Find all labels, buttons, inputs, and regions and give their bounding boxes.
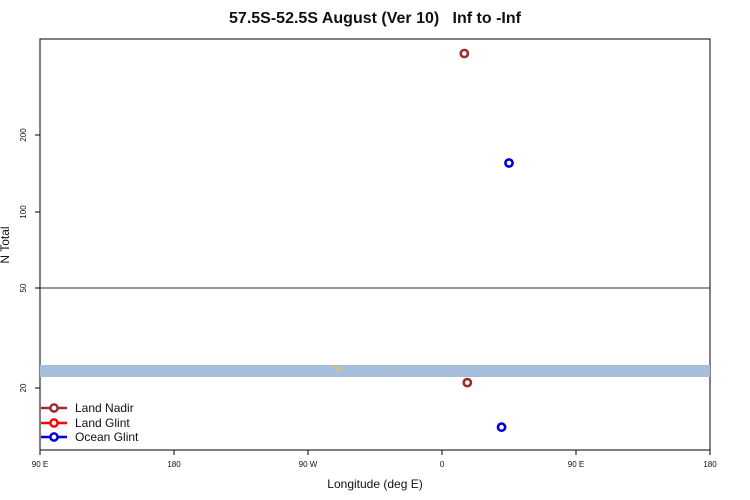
- legend-label: Land Nadir: [75, 401, 134, 416]
- x-tick-label: 180: [167, 460, 181, 469]
- x-tick-label: 90 E: [32, 460, 48, 469]
- x-tick-label: 90 W: [299, 460, 318, 469]
- data-point-land-nadir: [459, 48, 470, 59]
- y-tick-label: 100: [19, 205, 28, 219]
- data-point-ocean-glint: [496, 422, 507, 433]
- y-axis-label: N Total: [0, 226, 12, 263]
- x-axis: 90 E 180 90 W 0 90 E 180: [32, 450, 717, 469]
- x-tick-label: 90 E: [568, 460, 584, 469]
- data-point-land-nadir: [462, 377, 473, 388]
- legend-swatch: [41, 417, 67, 428]
- legend-item-ocean-glint: Ocean Glint: [41, 430, 138, 445]
- x-axis-label: Longitude (deg E): [327, 477, 423, 491]
- y-tick-label: 200: [19, 128, 28, 142]
- y-axis: 20 50 100 200: [19, 128, 40, 392]
- legend-label: Ocean Glint: [75, 430, 139, 445]
- legend-swatch: [41, 403, 67, 414]
- legend: Land Nadir Land Glint Ocean Glint: [41, 401, 138, 445]
- chart-title: 57.5S-52.5S August (Ver 10) Inf to -Inf: [229, 10, 521, 27]
- legend-item-land-nadir: Land Nadir: [41, 401, 138, 416]
- data-points: [459, 48, 514, 433]
- legend-label: Land Glint: [75, 415, 130, 430]
- x-tick-label: 180: [703, 460, 717, 469]
- y-tick-label: 50: [19, 283, 28, 292]
- data-point-ocean-glint: [504, 158, 514, 168]
- x-tick-label: 0: [440, 460, 445, 469]
- land-speckles: [332, 365, 389, 372]
- land-band: [40, 365, 710, 377]
- legend-swatch: [41, 432, 67, 443]
- y-tick-label: 20: [19, 383, 28, 392]
- plot-area: [39, 38, 711, 451]
- legend-item-land-glint: Land Glint: [41, 416, 138, 431]
